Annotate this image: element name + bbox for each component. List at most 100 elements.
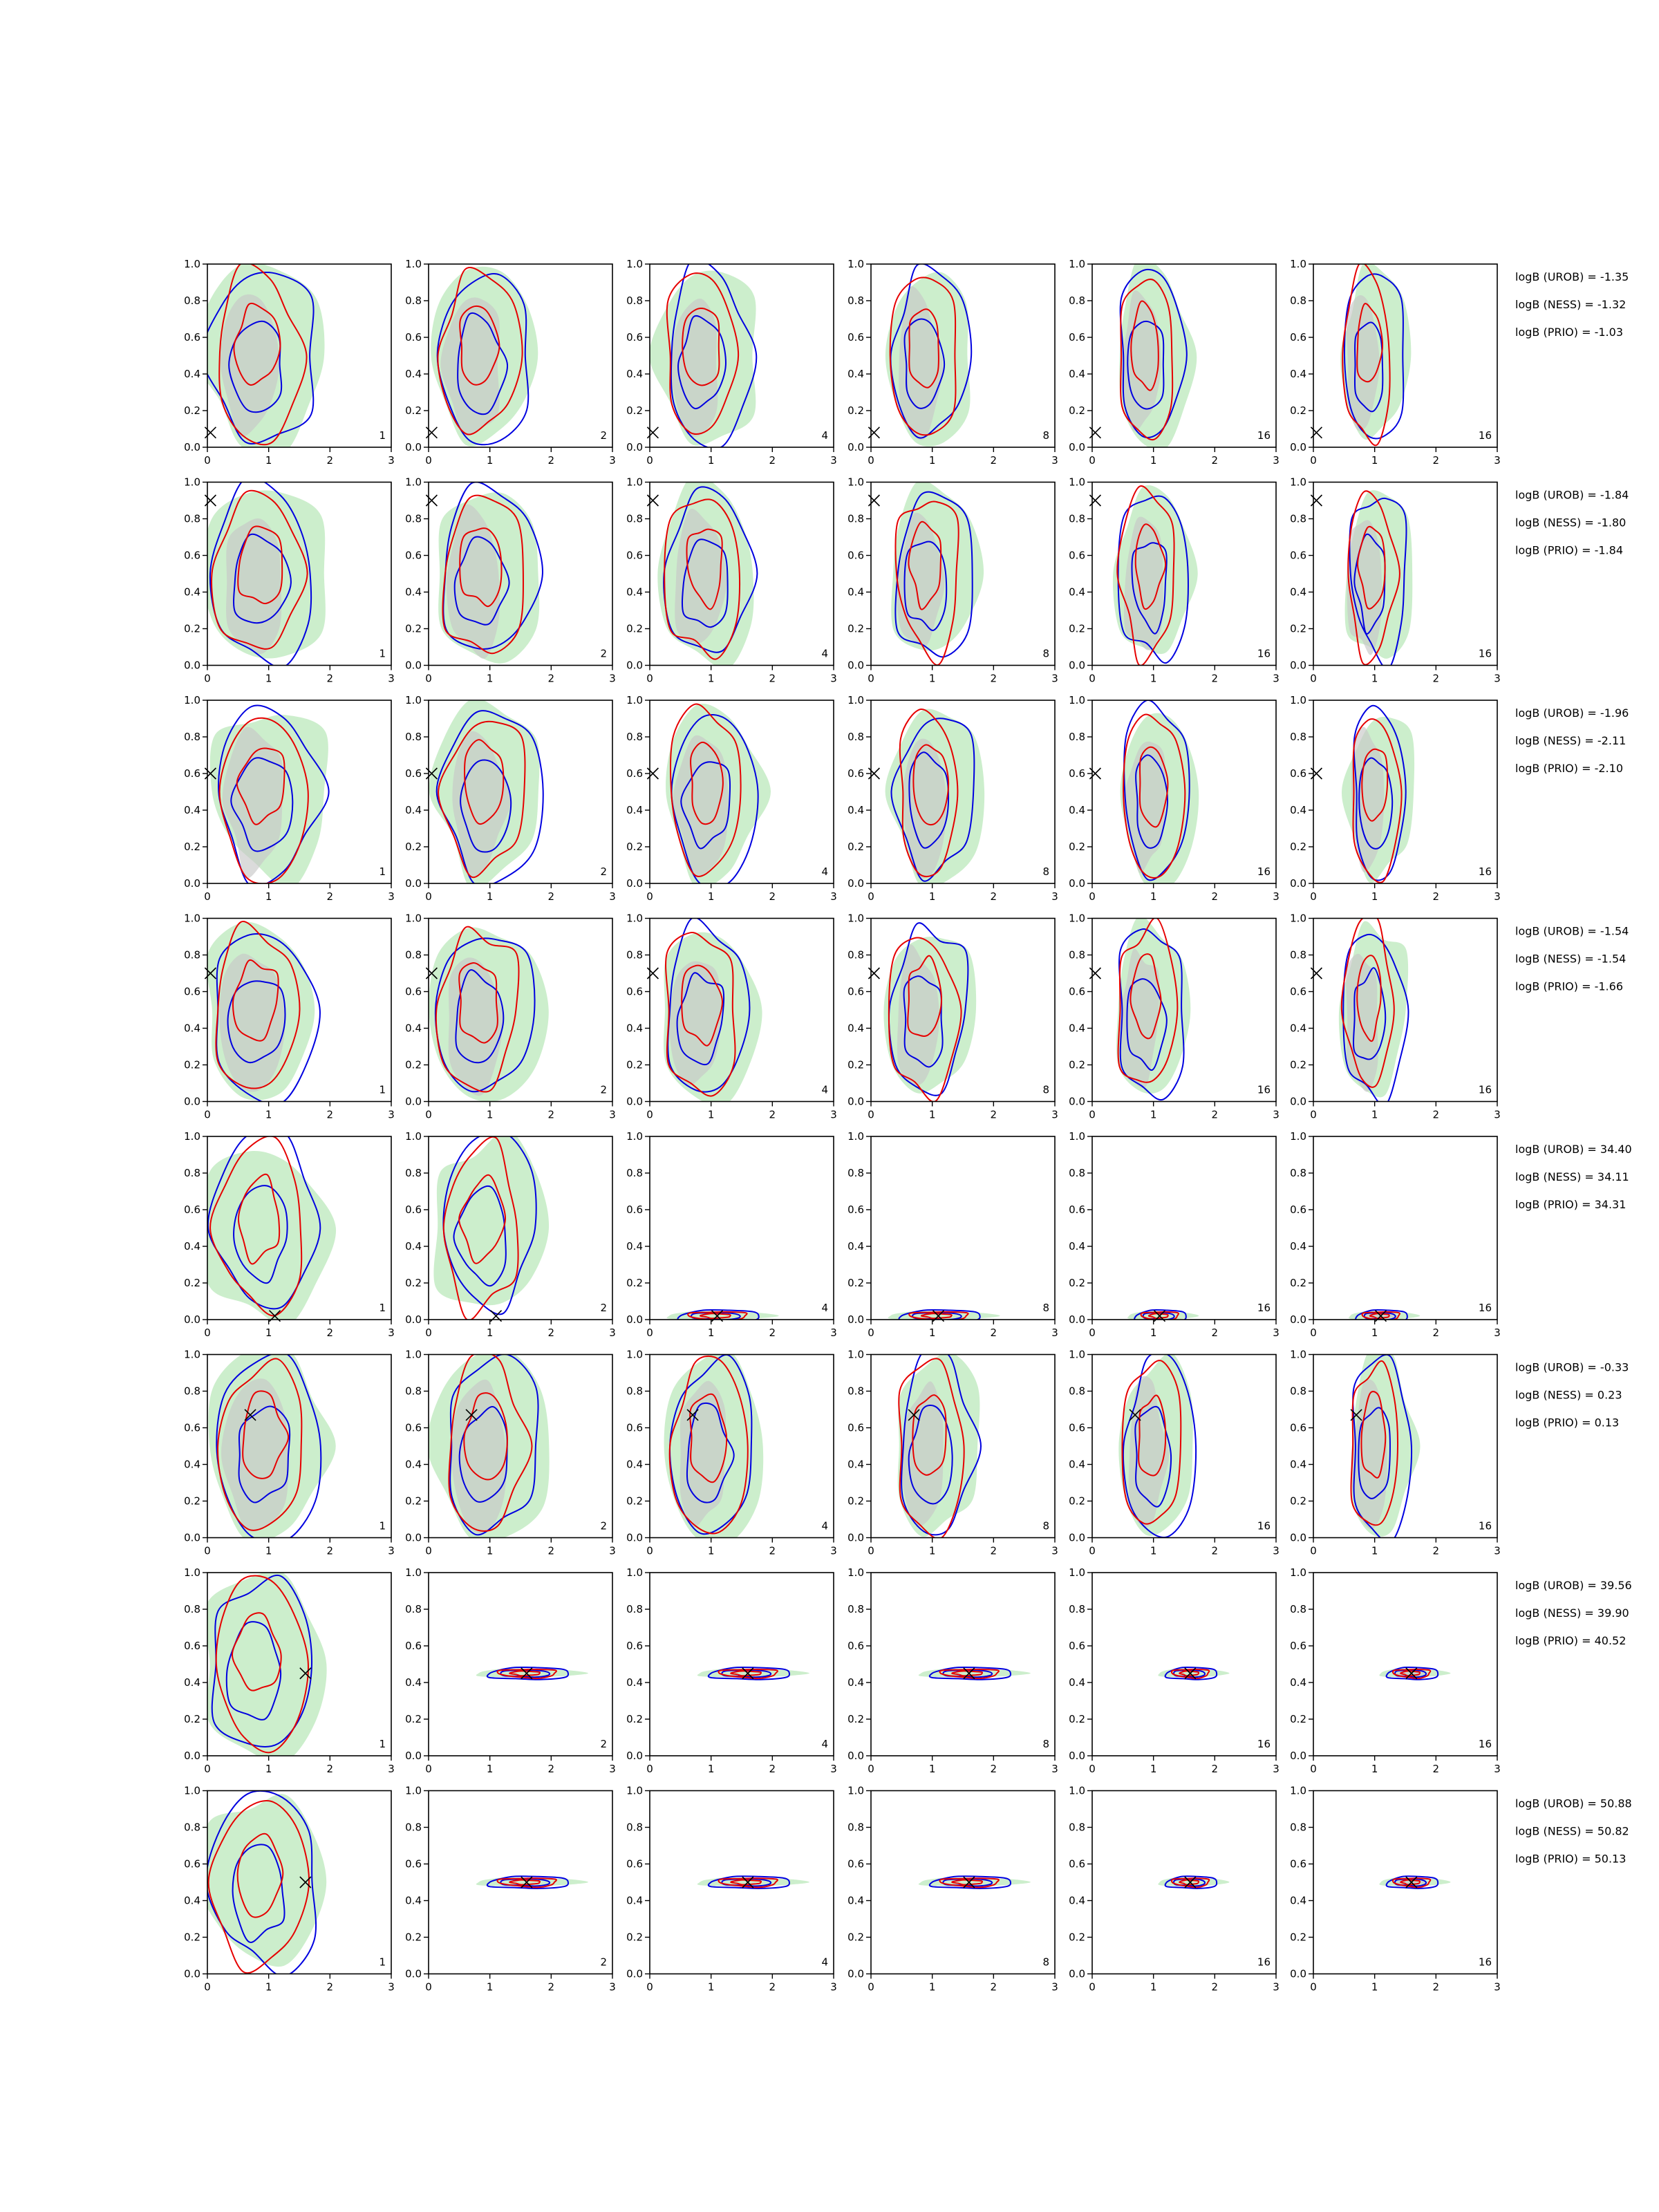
density-fill-green [207,1151,336,1320]
y-tick-label: 1.0 [184,476,200,489]
logb-label: logB (NESS) = -2.11 [1515,734,1626,747]
y-tick-label: 0.6 [405,331,422,344]
y-tick-label: 1.0 [405,1349,422,1361]
contour-red [699,1313,731,1320]
panel-frame [207,700,392,884]
y-tick-label: 0.8 [626,1167,643,1179]
x-tick-label: 0 [204,1763,211,1775]
y-tick-label: 0.6 [1290,767,1306,780]
panel-r1-c1: 0.00.20.40.60.81.00 1 2 31 [184,258,395,467]
y-tick-label: 1.0 [184,912,200,925]
y-tick-label: 1.0 [1069,694,1085,706]
x-tick-label: 0 [1310,1981,1317,1994]
y-tick-label: 0.2 [405,1713,422,1725]
y-tick-label: 0.6 [405,986,422,998]
truth-marker [963,1876,975,1888]
panel-label: 1 [379,865,386,878]
panel-contours [891,482,984,666]
y-tick-label: 0.6 [626,1203,643,1216]
contour-blue [1131,542,1168,635]
y-tick-label: 0.2 [405,404,422,417]
truth-marker [1089,494,1101,507]
panel-frame [870,1136,1056,1320]
y-tick-label: 0.0 [405,441,422,453]
x-tick-label: 1 [929,1327,936,1339]
y-tick-label: 0.8 [1290,1603,1306,1615]
x-tick-label: 3 [1051,1981,1058,1994]
y-tick-label: 1.0 [847,476,864,489]
y-tick-label: 0.2 [1290,1713,1306,1725]
y-tick-label: 0.0 [847,659,864,672]
panel-r2-c5: 0.0 0.2 0.4 0.6 0.8 1.0 0 1 2 3 16 [1069,476,1280,685]
x-tick-label: 3 [388,1109,395,1121]
y-tick-label: 0.0 [184,441,200,453]
truth-marker [868,494,880,507]
logb-label: logB (NESS) = -1.80 [1515,516,1626,529]
density-fill-gray [673,735,729,878]
x-tick-label: 1 [1150,454,1157,467]
panel-label: 1 [379,648,386,660]
contour-red [209,1136,303,1317]
y-tick-label: 0.6 [847,1640,864,1652]
panel-label: 4 [821,1520,828,1533]
panel-r8-c6: 0.0 0.2 0.4 0.6 0.8 1.0 0 1 2 316 [1290,1785,1501,1994]
y-tick-label: 0.4 [184,804,200,816]
y-tick-label: 1.0 [847,694,864,706]
panel-frame [870,481,1056,666]
x-tick-label: 1 [1150,1327,1157,1339]
contour-blue [676,972,725,1066]
panel-label: 4 [821,1956,828,1969]
x-tick-label: 0 [646,1545,653,1557]
y-tick-label: 0.8 [847,1821,864,1834]
y-tick-label: 0.2 [1069,1713,1085,1725]
panel-r2-c4: 0.0 0.2 0.4 0.6 0.8 1.0 0 1 2 3 8 [847,476,1058,685]
x-tick-label: 1 [708,1327,715,1339]
y-tick-label: 0.8 [1290,731,1306,743]
contour-blue [435,710,544,883]
y-tick-label: 1.0 [184,1349,200,1361]
panel-r6-c4: 0.0 0.2 0.4 0.6 0.8 1.0 0 1 2 38 [847,1349,1058,1557]
panel-contours [1350,1354,1421,1538]
y-tick-label: 0.4 [626,1895,643,1907]
contour-blue [228,320,283,413]
y-tick-label: 0.6 [847,1203,864,1216]
contour-blue [1385,1875,1439,1889]
x-tick-label: 0 [425,673,432,685]
y-tick-label: 0.6 [405,1858,422,1871]
x-tick-label: 1 [708,890,715,903]
panel-r7-c2: 0.0 0.2 0.4 0.6 0.8 1.0 0 1 2 3 2 [405,1566,616,1775]
x-tick-label: 2 [769,1763,776,1775]
contour-blue [1352,1354,1413,1538]
x-tick-label: 2 [327,1327,334,1339]
contour-red [682,307,720,386]
y-tick-label: 0.6 [847,767,864,780]
x-tick-label: 1 [1150,1545,1157,1557]
panel-r2-c1: 0.0 0.2 0.4 0.6 0.8 1.0 0 1 2 3 1 [184,476,395,685]
x-tick-label: 0 [1310,1763,1317,1775]
density-fill-gray [1120,290,1161,432]
x-tick-label: 3 [1051,1545,1058,1557]
truth-marker [1089,427,1101,439]
y-tick-label: 0.4 [847,1895,864,1907]
panel-label: 8 [1042,429,1049,442]
contour-blue [225,1621,282,1721]
y-tick-label: 0.4 [847,1240,864,1253]
panel-frame [428,1136,613,1320]
density-fill-gray [219,953,285,1092]
panel-frame [1313,1572,1498,1756]
y-tick-label: 0.0 [1290,659,1306,672]
y-tick-label: 0.4 [184,368,200,380]
contour-red [730,1879,762,1886]
y-tick-label: 0.8 [1069,949,1085,962]
y-tick-label: 0.2 [847,841,864,853]
truth-marker [299,1667,312,1680]
x-tick-label: 1 [1150,890,1157,903]
y-tick-label: 0.8 [184,731,200,743]
y-tick-label: 0.2 [847,623,864,635]
y-tick-label: 1.0 [1290,1130,1306,1143]
contour-red [889,276,957,436]
y-tick-label: 1.0 [626,694,643,706]
contour-red [1140,1311,1179,1320]
logb-label: logB (NESS) = -1.32 [1515,298,1626,311]
panel-frame [870,1790,1056,1975]
